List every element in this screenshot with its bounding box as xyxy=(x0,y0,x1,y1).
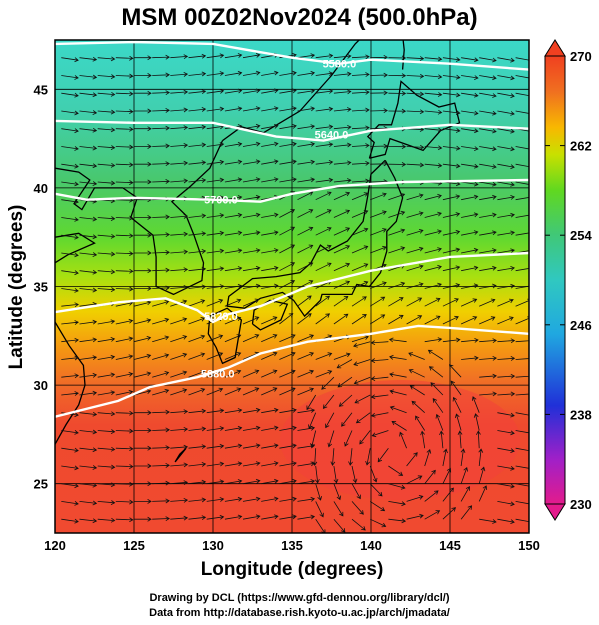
coastline-shandong xyxy=(55,232,96,264)
plot-frame xyxy=(54,39,530,534)
colorbar-tick-label: 254 xyxy=(570,228,592,243)
lon-tick-labels: 120 125 130 135 140 145 150 xyxy=(44,538,540,553)
colorbar-tick-label: 246 xyxy=(570,318,592,333)
coastline-kyushu xyxy=(207,307,243,365)
lon-tick-label: 120 xyxy=(44,538,66,553)
coastline-honshu xyxy=(226,159,404,318)
contour-label: 5580.0 xyxy=(323,59,357,71)
lon-tick-label: 140 xyxy=(360,538,382,553)
colorbar xyxy=(544,55,566,505)
contour-label: 5820.0 xyxy=(204,311,238,323)
warm-core-patch xyxy=(280,380,520,500)
lat-tick-labels: 25 30 35 40 45 xyxy=(34,82,48,491)
colorbar-tick-label: 270 xyxy=(570,49,592,64)
lon-tick-label: 130 xyxy=(202,538,224,553)
height-contours: 5580.0 5640.0 5700.0 5820.0 5880.0 xyxy=(55,40,529,418)
contour-label: 5880.0 xyxy=(201,368,235,380)
lat-tick-label: 45 xyxy=(34,82,48,97)
lat-tick-label: 40 xyxy=(34,181,48,196)
lon-tick-label: 125 xyxy=(123,538,145,553)
lon-tick-label: 135 xyxy=(281,538,303,553)
lat-tick-label: 25 xyxy=(34,477,48,492)
contour-label: 5700.0 xyxy=(204,195,238,207)
colorbar-tick-label: 238 xyxy=(570,407,592,422)
map-title: MSM 00Z02Nov2024 (500.0hPa) xyxy=(121,4,478,31)
lon-tick-label: 145 xyxy=(439,538,461,553)
colorbar-min-arrow xyxy=(544,503,566,521)
colorbar-tick-label: 262 xyxy=(570,139,592,154)
coastline-ryukyu xyxy=(174,447,187,463)
contour-line xyxy=(55,40,529,71)
contour-label: 5640.0 xyxy=(315,130,349,142)
contour-line xyxy=(55,119,529,142)
credit-data: Data from http://database.rish.kyoto-u.a… xyxy=(149,607,450,619)
credit-drawing: Drawing by DCL (https://www.gfd-dennou.o… xyxy=(149,592,450,604)
y-axis-label: Latitude (degrees) xyxy=(6,205,27,370)
contour-line xyxy=(55,251,529,324)
lat-tick-label: 30 xyxy=(34,378,48,393)
colorbar-tick-label: 230 xyxy=(570,497,592,512)
contour-line xyxy=(55,178,529,203)
x-axis-label: Longitude (degrees) xyxy=(201,559,384,580)
map-field: 5580.0 5640.0 5700.0 5820.0 5880.0 xyxy=(55,40,529,533)
lon-tick-label: 150 xyxy=(518,538,540,553)
coastline-shikoku xyxy=(251,299,289,331)
coastline-sakhalin xyxy=(401,40,405,70)
contour-line xyxy=(55,324,529,418)
colorbar-max-arrow xyxy=(544,39,566,57)
colorbar-ticks: 270 262 254 246 238 230 xyxy=(545,49,592,512)
lat-tick-label: 35 xyxy=(34,280,48,295)
coastline-korea xyxy=(122,140,224,296)
